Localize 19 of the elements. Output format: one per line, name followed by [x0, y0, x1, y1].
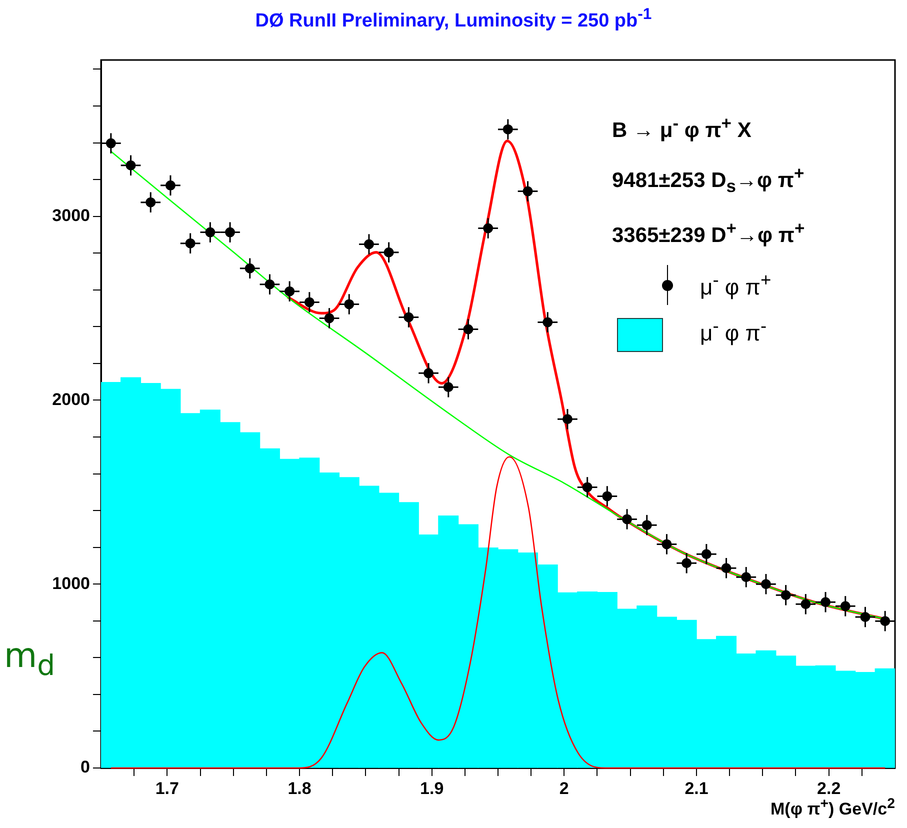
chart-title: DØ RunII Preliminary, Luminosity = 250 pb$^{-1}$	[254, 6, 653, 32]
y-tick-label: 0	[80, 758, 90, 777]
x-axis-title: M(φ π$^{+}$) GeV/c$^{2}$	[770, 796, 895, 820]
x-tick-label: 2	[559, 778, 569, 798]
x-tick-label: 2.2	[817, 778, 841, 798]
x-tick-label: 1.7	[155, 778, 179, 798]
y-tick-label: 1000	[52, 574, 90, 593]
annotation: B → μ$^{-}$ φ π$^{+}$ X	[612, 112, 752, 144]
annotation: 9481±253 D$_{s}$→φ π$^{+}$	[612, 162, 805, 198]
x-tick-label: 1.8	[288, 778, 312, 798]
text: m$_{d}$	[4, 636, 56, 682]
legend-label: μ$^{-}$ φ π$^{-}$	[700, 315, 767, 347]
line-series	[110, 456, 886, 769]
x-tick-label: 2.1	[684, 778, 708, 798]
x-tick-label: 1.9	[420, 778, 444, 798]
legend-label: μ$^{-}$ φ π$^{+}$	[699, 269, 772, 301]
y-tick-label: 2000	[52, 390, 90, 409]
annotation: 3365±239 D$^{+}$→φ π$^{+}$	[612, 217, 805, 250]
y-tick-label: 3000	[52, 206, 90, 225]
